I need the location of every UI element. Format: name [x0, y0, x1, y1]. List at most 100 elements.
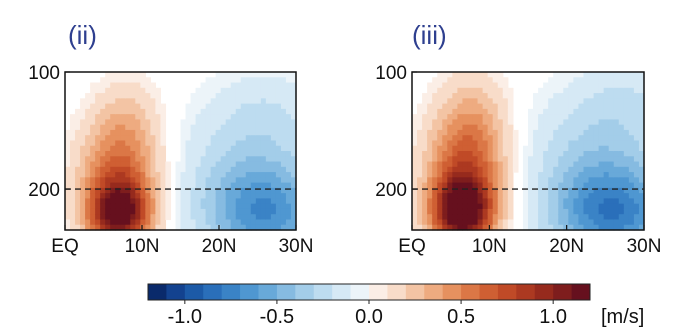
- heatmap-cell: [135, 224, 141, 231]
- heatmap-cell: [583, 166, 590, 173]
- heatmap-cell: [245, 193, 252, 199]
- heatmap-cell: [558, 77, 564, 84]
- heatmap-cell: [558, 98, 564, 105]
- heatmap-cell: [422, 114, 428, 120]
- heatmap-cell: [437, 114, 443, 120]
- colorbar-tick-label: -1.0: [168, 306, 202, 328]
- heatmap-cell: [543, 208, 549, 215]
- heatmap-cell: [155, 140, 162, 147]
- heatmap-cell: [412, 182, 418, 189]
- heatmap-cell: [165, 214, 172, 221]
- heatmap-cell: [115, 161, 121, 168]
- heatmap-cell: [250, 140, 257, 147]
- heatmap-cell: [275, 72, 282, 78]
- heatmap-cell: [618, 145, 625, 152]
- heatmap-cell: [110, 108, 116, 115]
- heatmap-cell: [155, 177, 162, 184]
- heatmap-cell: [563, 108, 569, 115]
- heatmap-cell: [205, 161, 212, 168]
- heatmap-cell: [160, 172, 167, 178]
- heatmap-cell: [265, 203, 272, 210]
- heatmap-cell: [603, 224, 610, 231]
- heatmap-cell: [623, 172, 630, 178]
- heatmap-cell: [578, 119, 585, 126]
- heatmap-cell: [593, 87, 600, 94]
- heatmap-cell: [578, 187, 585, 194]
- heatmap-cell: [472, 219, 479, 226]
- heatmap-cell: [543, 129, 549, 136]
- heatmap-cell: [628, 198, 635, 205]
- heatmap-cell: [105, 161, 111, 168]
- heatmap-cell: [477, 140, 484, 147]
- heatmap-cell: [608, 161, 615, 168]
- heatmap-cell: [285, 114, 292, 120]
- heatmap-cell: [250, 135, 257, 142]
- heatmap-cell: [65, 177, 71, 184]
- heatmap-cell: [628, 219, 635, 226]
- heatmap-cell: [502, 93, 509, 99]
- heatmap-cell: [250, 93, 257, 99]
- heatmap-cell: [628, 98, 635, 105]
- heatmap-cell: [442, 124, 448, 131]
- heatmap-cell: [437, 82, 443, 89]
- heatmap-cell: [613, 87, 620, 94]
- heatmap-cell: [230, 193, 237, 199]
- heatmap-cell: [538, 135, 544, 142]
- heatmap-cell: [215, 172, 222, 178]
- heatmap-cell: [90, 198, 96, 205]
- heatmap-cell: [512, 140, 519, 147]
- heatmap-cell: [150, 145, 156, 152]
- heatmap-cell: [633, 224, 640, 231]
- heatmap-cell: [250, 156, 257, 163]
- heatmap-cell: [563, 87, 569, 94]
- heatmap-cell: [235, 219, 242, 226]
- heatmap-cell: [200, 124, 207, 131]
- heatmap-cell: [210, 219, 217, 226]
- heatmap-cell: [80, 166, 86, 173]
- heatmap-cell: [205, 182, 212, 189]
- heatmap-cell: [427, 124, 433, 131]
- heatmap-cell: [568, 77, 574, 84]
- heatmap-cell: [80, 145, 86, 152]
- heatmap-cell: [608, 193, 615, 199]
- heatmap-cell: [225, 208, 232, 215]
- heatmap-cell: [210, 161, 217, 168]
- heatmap-cell: [502, 98, 509, 105]
- heatmap-cell: [220, 198, 227, 205]
- heatmap-cell: [190, 151, 197, 157]
- heatmap-cell: [125, 219, 131, 226]
- heatmap-cell: [200, 203, 207, 210]
- heatmap-cell: [608, 135, 615, 142]
- heatmap-cell: [100, 135, 106, 142]
- heatmap-cell: [563, 177, 569, 184]
- heatmap-cell: [502, 151, 509, 157]
- heatmap-cell: [210, 108, 217, 115]
- colorbar-ticks: -1.0 -0.5 0.0 0.5 1.0: [168, 300, 567, 328]
- heatmap-cell: [457, 172, 464, 178]
- heatmap-cell: [155, 182, 162, 189]
- heatmap-cell: [588, 108, 595, 115]
- heatmap-cell: [432, 214, 438, 221]
- heatmap-cell: [467, 108, 474, 115]
- heatmap-cell: [613, 119, 620, 126]
- heatmap-cell: [472, 124, 479, 131]
- heatmap-cell: [110, 172, 116, 178]
- heatmap-cell: [250, 214, 257, 221]
- heatmap-cell: [528, 166, 534, 173]
- heatmap-cell: [492, 114, 499, 120]
- heatmap-cell: [553, 129, 559, 136]
- heatmap-cell: [528, 208, 534, 215]
- heatmap-cell: [497, 140, 504, 147]
- heatmap-cell: [140, 187, 146, 194]
- heatmap-cell: [90, 182, 96, 189]
- heatmap-cell: [270, 124, 277, 131]
- heatmap-cell: [437, 119, 443, 126]
- heatmap-cell: [568, 166, 574, 173]
- heatmap-cell: [447, 177, 453, 184]
- heatmap-cell: [588, 203, 595, 210]
- heatmap-cell: [100, 172, 106, 178]
- heatmap-cell: [568, 214, 574, 221]
- heatmap-cell: [497, 77, 504, 84]
- heatmap-cell: [477, 161, 484, 168]
- heatmap-cell: [472, 166, 479, 173]
